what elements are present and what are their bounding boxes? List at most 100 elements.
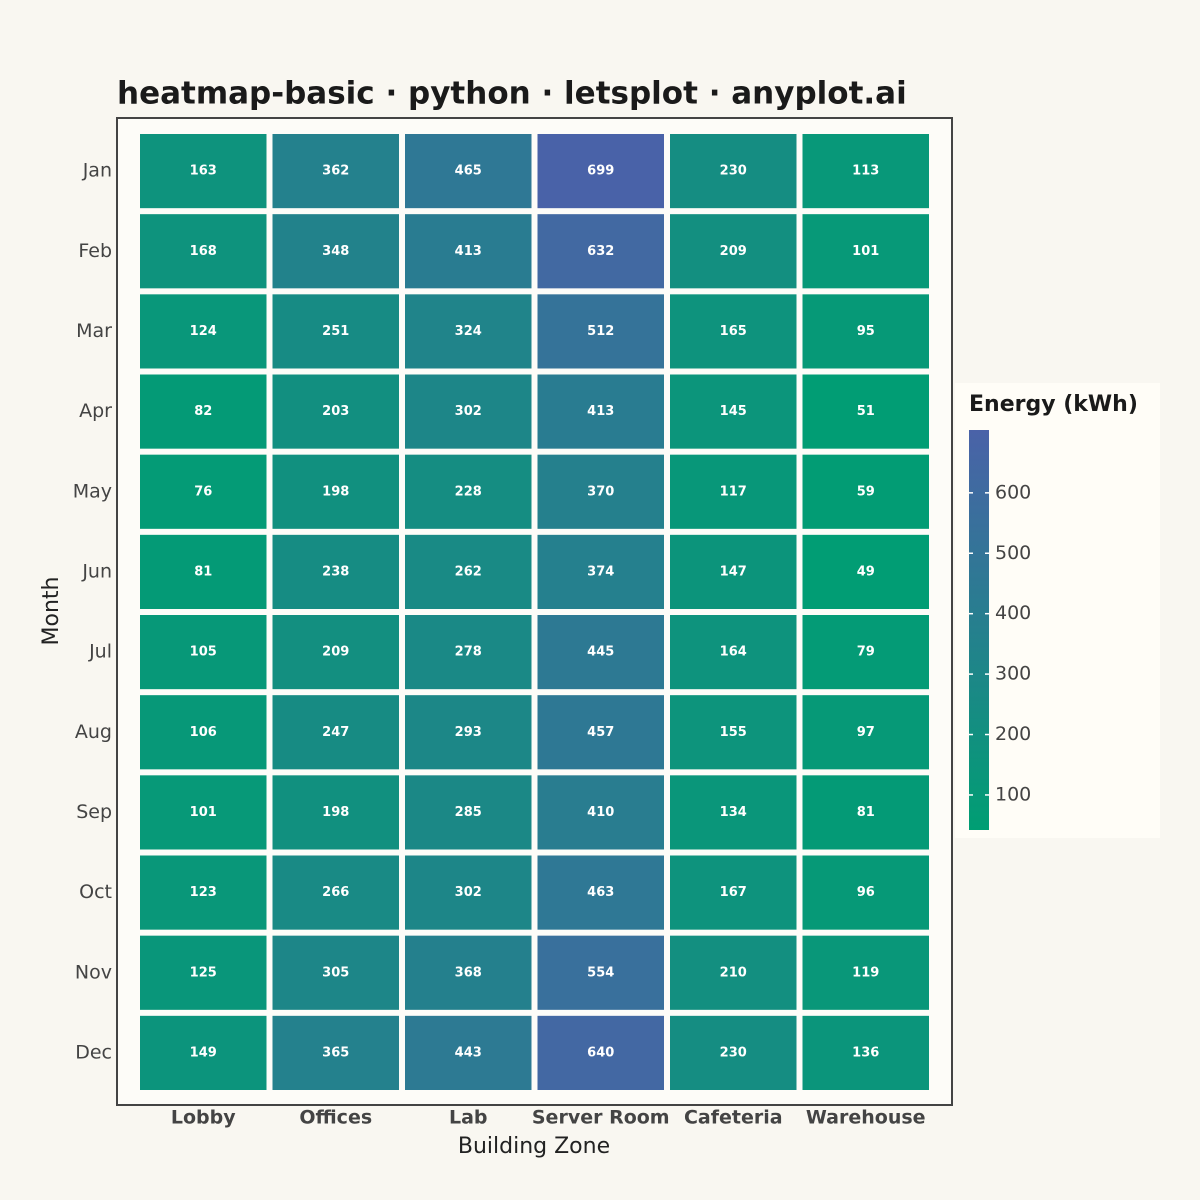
heatmap-cell — [537, 935, 664, 1010]
cell-label: 293 — [455, 725, 482, 740]
heatmap-cell — [405, 214, 532, 289]
cell-label: 125 — [190, 965, 217, 980]
heatmap-cell — [272, 534, 399, 609]
cell-label: 285 — [455, 805, 482, 820]
cell-label: 76 — [194, 484, 212, 499]
heatmap-cell — [802, 855, 929, 930]
colorbar-tick-label: 300 — [995, 663, 1031, 685]
cell-label: 465 — [455, 164, 482, 179]
heatmap-cell — [272, 294, 399, 369]
cell-label: 699 — [587, 164, 614, 179]
heatmap-cell — [537, 454, 664, 529]
heatmap-cell — [802, 374, 929, 449]
heatmap-cell — [802, 615, 929, 690]
cell-label: 123 — [190, 885, 217, 900]
cell-label: 445 — [587, 645, 614, 660]
heatmap-cell — [537, 855, 664, 930]
heatmap-cell — [272, 935, 399, 1010]
cell-label: 209 — [322, 645, 349, 660]
cell-label: 149 — [190, 1045, 217, 1060]
heatmap-cell — [140, 134, 267, 209]
heatmap-cell — [670, 1015, 797, 1090]
cell-label: 81 — [857, 805, 875, 820]
heatmap-cell — [670, 134, 797, 209]
x-tick-label: Server Room — [532, 1107, 670, 1129]
cell-label: 164 — [720, 645, 747, 660]
x-axis-title: Building Zone — [458, 1134, 610, 1159]
y-tick-label: Nov — [75, 961, 112, 983]
colorbar-tick-label: 600 — [995, 481, 1031, 503]
cell-label: 82 — [194, 404, 212, 419]
cell-label: 134 — [720, 805, 747, 820]
colorbar-tick-label: 400 — [995, 602, 1031, 624]
cell-label: 119 — [852, 965, 879, 980]
cell-label: 155 — [720, 725, 747, 740]
y-tick-label: Jul — [88, 641, 112, 663]
y-tick-label: Mar — [76, 320, 112, 342]
cell-label: 443 — [455, 1045, 482, 1060]
heatmap-cell — [140, 615, 267, 690]
heatmap-cell — [537, 134, 664, 209]
cell-label: 51 — [857, 404, 875, 419]
cell-label: 145 — [720, 404, 747, 419]
colorbar-tick-label: 500 — [995, 542, 1031, 564]
cell-label: 554 — [587, 965, 614, 980]
heatmap-cell — [670, 615, 797, 690]
heatmap-cell — [537, 374, 664, 449]
heatmap-cell — [405, 454, 532, 529]
chart-title: heatmap-basic · python · letsplot · anyp… — [117, 76, 907, 112]
cell-label: 203 — [322, 404, 349, 419]
heatmap-cell — [140, 775, 267, 850]
heatmap-cell — [670, 454, 797, 529]
cell-label: 266 — [322, 885, 349, 900]
heatmap-cell — [802, 695, 929, 770]
heatmap-cell — [405, 935, 532, 1010]
cell-label: 251 — [322, 324, 349, 339]
cell-label: 113 — [852, 164, 879, 179]
heatmap-cell — [670, 775, 797, 850]
heatmap-cell — [670, 855, 797, 930]
cell-label: 278 — [455, 645, 482, 660]
cell-label: 463 — [587, 885, 614, 900]
cell-label: 230 — [720, 1045, 747, 1060]
cell-label: 348 — [322, 244, 349, 259]
cell-label: 413 — [587, 404, 614, 419]
cell-label: 101 — [190, 805, 217, 820]
cell-label: 147 — [720, 564, 747, 579]
cell-label: 163 — [190, 164, 217, 179]
cell-label: 324 — [455, 324, 482, 339]
heatmap-cell — [272, 615, 399, 690]
heatmap-cell — [272, 134, 399, 209]
cell-label: 374 — [587, 564, 614, 579]
cell-label: 413 — [455, 244, 482, 259]
heatmap-cell — [405, 374, 532, 449]
heatmap-cell — [405, 1015, 532, 1090]
heatmap-cell — [140, 855, 267, 930]
cell-label: 105 — [190, 645, 217, 660]
y-tick-label: Jun — [81, 560, 112, 582]
heatmap-cell — [140, 374, 267, 449]
y-axis-title: Month — [39, 577, 64, 646]
cell-label: 124 — [190, 324, 217, 339]
cell-label: 640 — [587, 1045, 614, 1060]
heatmap-cell — [670, 214, 797, 289]
cell-label: 101 — [852, 244, 879, 259]
heatmap-cell — [537, 775, 664, 850]
cell-label: 262 — [455, 564, 482, 579]
y-tick-label: Jan — [82, 160, 112, 182]
cell-label: 230 — [720, 164, 747, 179]
cell-label: 209 — [720, 244, 747, 259]
y-tick-label: Aug — [75, 721, 112, 743]
heatmap-cell — [272, 1015, 399, 1090]
y-tick-label: Sep — [76, 801, 112, 823]
cell-label: 96 — [857, 885, 875, 900]
heatmap-cell — [670, 695, 797, 770]
cell-label: 95 — [857, 324, 875, 339]
heatmap-cell — [802, 294, 929, 369]
cell-label: 457 — [587, 725, 614, 740]
heatmap-cell — [670, 935, 797, 1010]
heatmap-cell — [537, 294, 664, 369]
heatmap-cell — [670, 374, 797, 449]
cell-label: 362 — [322, 164, 349, 179]
heatmap-cell — [670, 534, 797, 609]
